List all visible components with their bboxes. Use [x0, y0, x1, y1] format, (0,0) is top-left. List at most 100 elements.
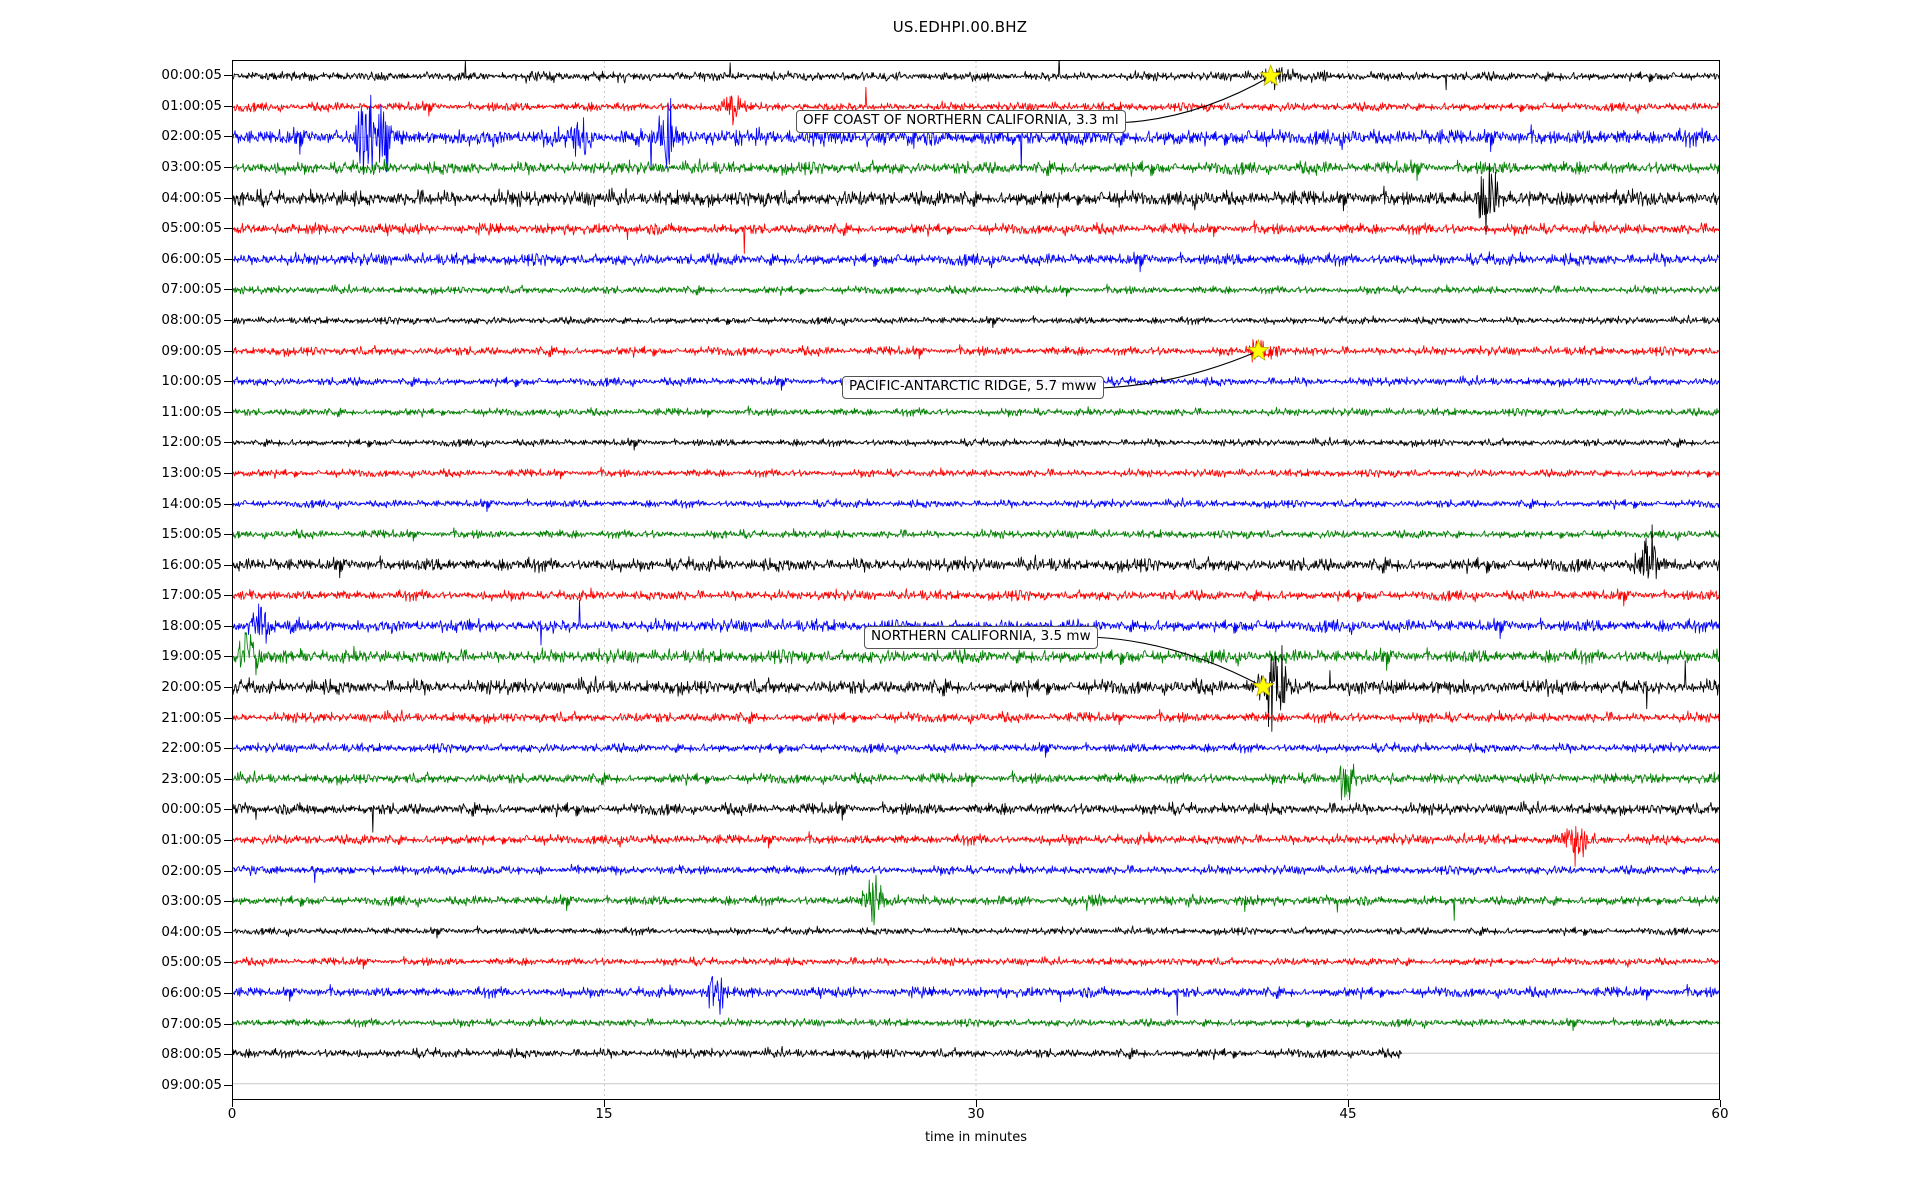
y-tick-mark-26 [224, 870, 232, 872]
x-tick-mark-1 [604, 1100, 605, 1107]
trace-line-32 [233, 1045, 1402, 1060]
trace-line-30 [233, 976, 1719, 1016]
y-tick-mark-21 [224, 717, 232, 719]
trace-line-5 [233, 219, 1719, 254]
y-tick-label-4: 04:00:05 [161, 189, 222, 206]
y-tick-mark-9 [224, 350, 232, 352]
y-tick-label-10: 10:00:05 [161, 373, 222, 390]
y-tick-mark-23 [224, 778, 232, 780]
y-tick-label-5: 05:00:05 [161, 220, 222, 237]
y-tick-label-21: 21:00:05 [161, 709, 222, 726]
trace-line-12 [233, 436, 1719, 451]
y-tick-mark-2 [224, 136, 232, 138]
trace-line-13 [233, 466, 1719, 480]
y-tick-mark-17 [224, 595, 232, 597]
y-tick-mark-22 [224, 748, 232, 750]
y-tick-label-33: 09:00:05 [161, 1076, 222, 1093]
event-star-marker-1 [1246, 338, 1270, 361]
y-tick-mark-29 [224, 962, 232, 964]
y-tick-label-16: 16:00:05 [161, 556, 222, 573]
x-tick-mark-4 [1720, 1100, 1721, 1107]
y-tick-label-0: 00:00:05 [161, 67, 222, 84]
annotation-leader-line-0 [1125, 75, 1271, 123]
x-tick-label-1: 15 [595, 1106, 613, 1122]
y-tick-label-27: 03:00:05 [161, 893, 222, 910]
y-tick-mark-32 [224, 1054, 232, 1056]
trace-line-8 [233, 314, 1719, 329]
trace-line-21 [233, 708, 1719, 726]
y-tick-label-29: 05:00:05 [161, 954, 222, 971]
trace-line-17 [233, 587, 1719, 607]
y-tick-label-25: 01:00:05 [161, 832, 222, 848]
x-tick-label-4: 60 [1711, 1106, 1729, 1122]
y-tick-label-2: 02:00:05 [161, 128, 222, 145]
trace-line-0 [233, 61, 1719, 91]
y-tick-mark-13 [224, 472, 232, 474]
y-tick-mark-0 [224, 75, 232, 77]
y-tick-label-31: 07:00:05 [161, 1015, 222, 1032]
y-tick-label-20: 20:00:05 [161, 679, 222, 696]
annotation-leader-line-1 [1103, 350, 1259, 389]
y-tick-label-9: 09:00:05 [161, 342, 222, 359]
x-tick-mark-3 [1348, 1100, 1349, 1107]
y-tick-label-28: 04:00:05 [161, 923, 222, 940]
plot-area [232, 60, 1720, 1100]
y-tick-mark-28 [224, 931, 232, 933]
y-tick-label-22: 22:00:05 [161, 740, 222, 757]
trace-line-7 [233, 283, 1719, 297]
x-tick-mark-2 [976, 1100, 977, 1107]
trace-line-2 [233, 94, 1719, 175]
y-tick-mark-11 [224, 411, 232, 413]
y-tick-mark-24 [224, 809, 232, 811]
y-tick-label-23: 23:00:05 [161, 770, 222, 787]
y-tick-mark-33 [224, 1084, 232, 1086]
y-tick-mark-19 [224, 656, 232, 658]
trace-line-20 [233, 644, 1719, 732]
y-tick-mark-1 [224, 105, 232, 107]
y-tick-mark-6 [224, 258, 232, 260]
x-tick-label-2: 30 [967, 1106, 985, 1122]
y-tick-label-3: 03:00:05 [161, 159, 222, 176]
trace-line-18 [233, 599, 1719, 646]
trace-line-29 [233, 955, 1719, 970]
y-tick-label-18: 18:00:05 [161, 617, 222, 634]
x-axis-label: time in minutes [924, 1130, 1028, 1145]
trace-line-28 [233, 925, 1719, 939]
trace-line-6 [233, 251, 1719, 273]
trace-line-15 [233, 527, 1719, 542]
y-tick-label-32: 08:00:05 [161, 1046, 222, 1063]
trace-line-31 [233, 1016, 1719, 1032]
trace-line-9 [233, 339, 1719, 363]
y-tick-mark-7 [224, 289, 232, 291]
trace-line-3 [233, 158, 1719, 181]
trace-line-23 [233, 763, 1719, 801]
y-tick-label-24: 00:00:05 [161, 801, 222, 818]
y-tick-label-26: 02:00:05 [161, 862, 222, 879]
y-tick-mark-12 [224, 442, 232, 444]
y-tick-label-15: 15:00:05 [161, 526, 222, 543]
event-star-marker-0 [1259, 64, 1283, 87]
y-tick-label-13: 13:00:05 [161, 464, 222, 481]
y-tick-mark-3 [224, 167, 232, 169]
y-tick-mark-18 [224, 625, 232, 627]
y-tick-mark-25 [224, 840, 232, 841]
y-tick-mark-27 [224, 901, 232, 903]
y-tick-mark-10 [224, 381, 232, 383]
y-tick-mark-16 [224, 564, 232, 566]
trace-line-16 [233, 524, 1719, 580]
y-tick-mark-30 [224, 992, 232, 994]
y-tick-label-19: 19:00:05 [161, 648, 222, 665]
x-tick-mark-0 [232, 1100, 233, 1107]
y-tick-label-11: 11:00:05 [161, 403, 222, 420]
chart-title: US.EDHPI.00.BHZ [892, 18, 1028, 36]
y-tick-mark-14 [224, 503, 232, 505]
seismogram-traces [233, 61, 1719, 1099]
y-tick-label-6: 06:00:05 [161, 250, 222, 267]
trace-line-26 [233, 863, 1719, 884]
y-tick-mark-8 [224, 320, 232, 321]
trace-line-19 [233, 631, 1719, 676]
trace-line-22 [233, 741, 1719, 758]
trace-line-24 [233, 800, 1719, 833]
y-tick-label-7: 07:00:05 [161, 281, 222, 298]
